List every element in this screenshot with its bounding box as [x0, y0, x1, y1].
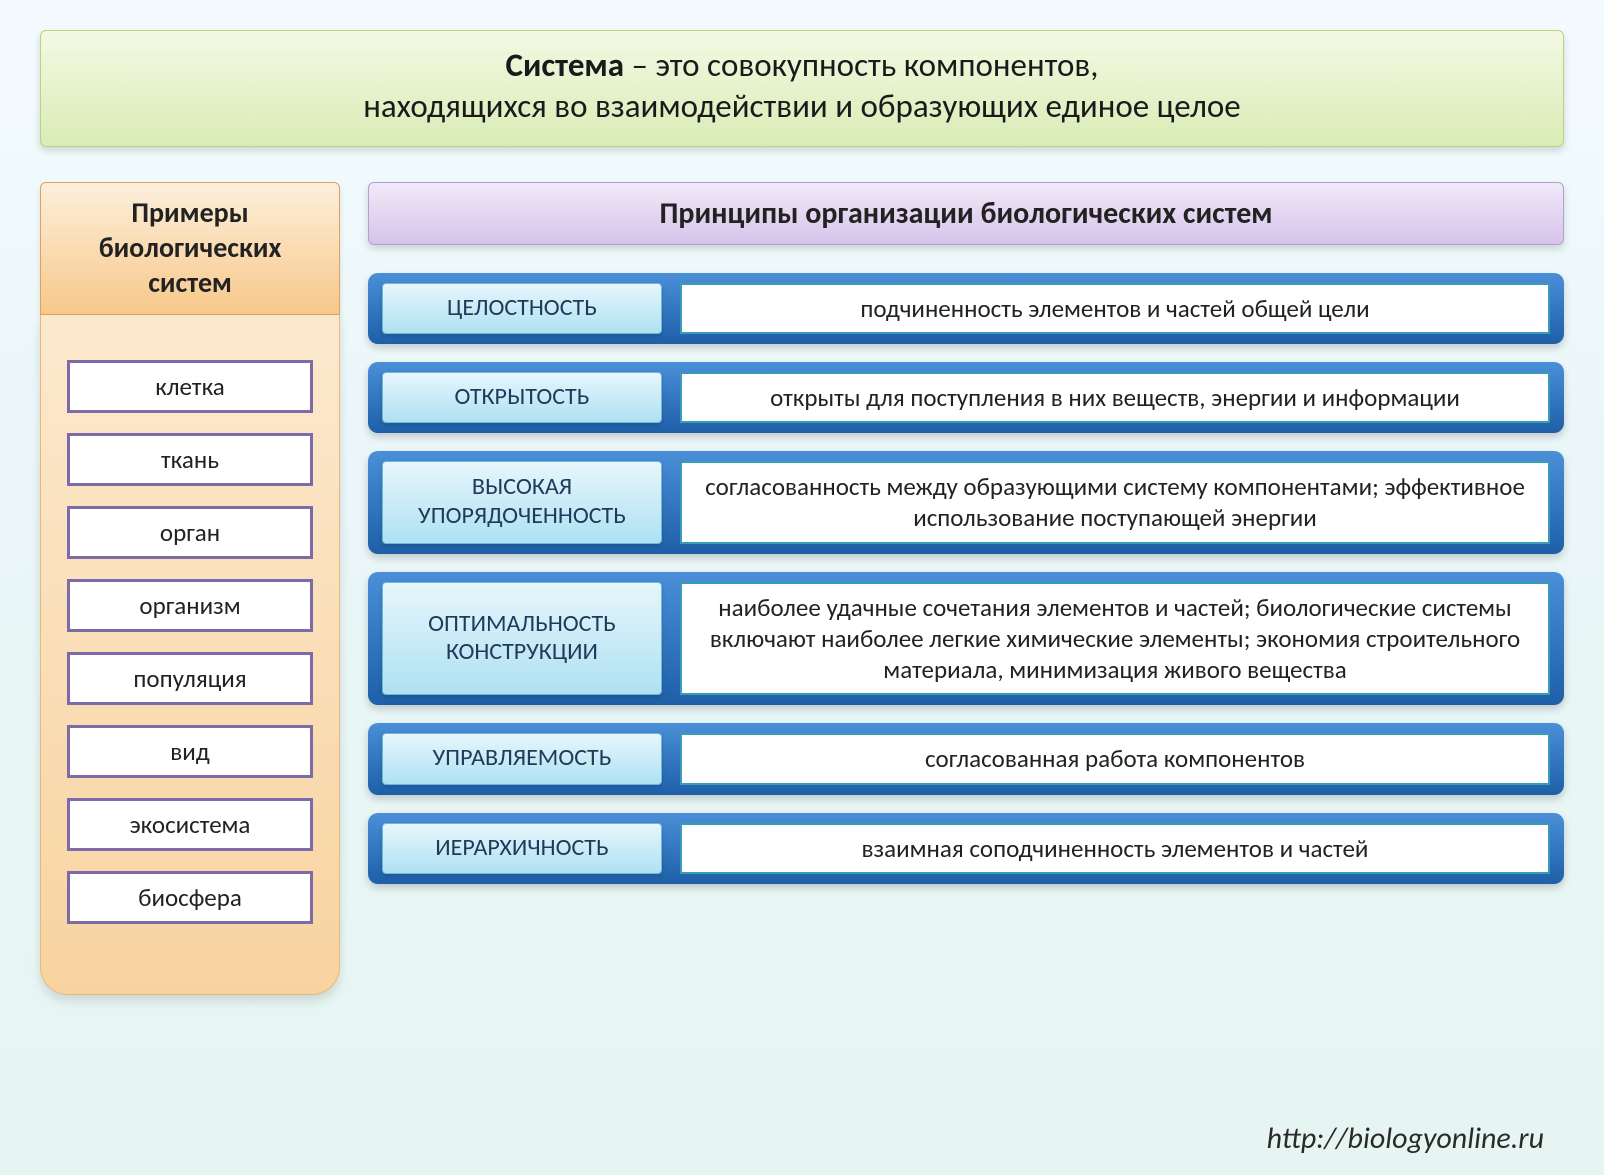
- principle-row: ЦЕЛОСТНОСТЬ подчиненность элементов и час…: [368, 273, 1564, 344]
- principle-name: ЦЕЛОСТНОСТЬ: [382, 283, 662, 334]
- principles-column: Принципы организации биологических систе…: [368, 182, 1564, 995]
- example-item: ткань: [67, 433, 313, 486]
- principles-list: ЦЕЛОСТНОСТЬ подчиненность элементов и час…: [368, 273, 1564, 884]
- example-item: клетка: [67, 360, 313, 413]
- principle-row: ОТКРЫТОСТЬ открыты для поступления в них …: [368, 362, 1564, 433]
- source-url: http://biologyonline.ru: [1267, 1120, 1544, 1157]
- examples-list: клетка ткань орган организм популяция вид экос…: [40, 315, 340, 995]
- definition-line-2: находящихся во взаимодействии и образующ…: [61, 86, 1543, 127]
- principle-name: ОПТИМАЛЬНОСТЬ КОНСТРУКЦИИ: [382, 582, 662, 696]
- principle-row: ИЕРАРХИЧНОСТЬ взаимная соподчиненность эл…: [368, 813, 1564, 884]
- columns-wrapper: Примеры биологических систем клетка ткань…: [40, 182, 1564, 995]
- examples-title-1: Примеры: [131, 195, 248, 230]
- definition-banner: Система – это совокупность компонентов, …: [40, 30, 1564, 147]
- example-item: биосфера: [67, 871, 313, 924]
- principle-name: ИЕРАРХИЧНОСТЬ: [382, 823, 662, 874]
- definition-bold-word: Система: [506, 45, 625, 85]
- principle-row: УПРАВЛЯЕМОСТЬ согласованная работа компон…: [368, 723, 1564, 794]
- principle-name: ОТКРЫТОСТЬ: [382, 372, 662, 423]
- examples-title-3: систем: [148, 265, 232, 300]
- definition-line-1: Система – это совокупность компонентов,: [61, 45, 1543, 86]
- principle-row: ВЫСОКАЯ УПОРЯДОЧЕННОСТЬсогласованность м…: [368, 451, 1564, 554]
- example-item: популяция: [67, 652, 313, 705]
- examples-title-2: биологических: [99, 230, 282, 265]
- definition-line1-rest: – это совокупность компонентов,: [624, 45, 1098, 85]
- principle-desc: взаимная соподчиненность элементов и час…: [680, 823, 1550, 874]
- examples-header: Примеры биологических систем: [40, 182, 340, 315]
- principle-desc: согласованная работа компонентов: [680, 733, 1550, 784]
- principles-header: Принципы организации биологических систе…: [368, 182, 1564, 245]
- principle-row: ОПТИМАЛЬНОСТЬ КОНСТРУКЦИИнаиболее удачны…: [368, 572, 1564, 706]
- example-item: вид: [67, 725, 313, 778]
- principle-name: ВЫСОКАЯ УПОРЯДОЧЕННОСТЬ: [382, 461, 662, 544]
- principle-desc: наиболее удачные сочетания элементов и ч…: [680, 582, 1550, 696]
- principle-desc: подчиненность элементов и частей общей ц…: [680, 283, 1550, 334]
- principle-desc: открыты для поступления в них веществ, э…: [680, 372, 1550, 423]
- principle-name: УПРАВЛЯЕМОСТЬ: [382, 733, 662, 784]
- example-item: экосистема: [67, 798, 313, 851]
- principle-desc: согласованность между образующими систем…: [680, 461, 1550, 544]
- examples-column: Примеры биологических систем клетка ткань…: [40, 182, 340, 995]
- example-item: организм: [67, 579, 313, 632]
- example-item: орган: [67, 506, 313, 559]
